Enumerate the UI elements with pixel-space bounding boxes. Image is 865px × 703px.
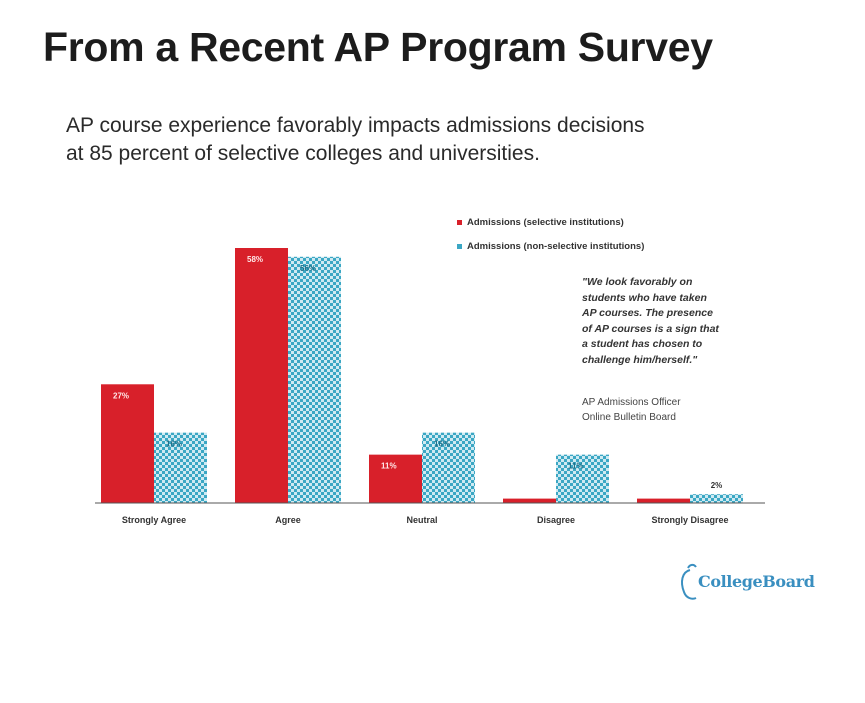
bar-selective xyxy=(101,384,154,503)
bar-non-selective xyxy=(556,454,609,503)
quote-line: of AP courses is a sign that xyxy=(582,322,719,335)
bar-data-label: 11% xyxy=(568,462,584,471)
bar-non-selective xyxy=(690,494,743,503)
quote-line: AP courses. The presence xyxy=(582,307,713,319)
attribution-line: AP Admissions Officer xyxy=(582,397,681,408)
collegeboard-logo: CollegeBoard xyxy=(676,562,826,606)
quote-attribution: AP Admissions Officer Online Bulletin Bo… xyxy=(582,395,681,425)
bar-data-label: 11% xyxy=(381,462,397,471)
bar-non-selective xyxy=(154,432,207,503)
logo-text: CollegeBoard xyxy=(698,572,815,591)
bar-selective xyxy=(637,498,690,503)
bar-data-label: 58% xyxy=(247,255,263,264)
quote-line: a student has chosen to xyxy=(582,338,703,350)
attribution-line: Online Bulletin Board xyxy=(582,412,676,423)
x-tick-label: Strongly Agree xyxy=(122,515,186,525)
bar-non-selective xyxy=(422,432,475,503)
legend-label: Admissions (selective institutions) xyxy=(467,216,624,228)
x-tick-label: Strongly Disagree xyxy=(651,515,728,525)
subtitle-line: at 85 percent of selective colleges and … xyxy=(66,142,540,165)
bar-selective xyxy=(369,454,422,503)
legend-item-selective: Admissions (selective institutions) xyxy=(457,210,644,234)
slide-subtitle: AP course experience favorably impacts a… xyxy=(66,112,766,168)
chart-legend: Admissions (selective institutions) Admi… xyxy=(457,210,644,258)
bar-non-selective xyxy=(288,256,341,503)
bar-data-label: 27% xyxy=(113,391,129,400)
quote-text: "We look favorably on students who have … xyxy=(582,275,787,368)
quote-line: "We look favorably on xyxy=(582,276,693,288)
legend-item-non-selective: Admissions (non-selective institutions) xyxy=(457,234,644,258)
legend-label: Admissions (non-selective institutions) xyxy=(467,240,645,252)
bar-selective xyxy=(503,498,556,503)
subtitle-line: AP course experience favorably impacts a… xyxy=(66,114,645,137)
bar-data-label: 16% xyxy=(434,440,450,449)
x-tick-label: Disagree xyxy=(537,515,575,525)
legend-swatch-teal xyxy=(457,243,462,249)
x-tick-label: Agree xyxy=(275,515,301,525)
bar-selective xyxy=(235,248,288,503)
slide-title: From a Recent AP Program Survey xyxy=(43,24,713,70)
x-tick-label: Neutral xyxy=(406,515,437,525)
acorn-icon xyxy=(681,563,697,600)
quote-line: challenge him/herself." xyxy=(582,353,698,366)
legend-swatch-red xyxy=(457,219,462,225)
bar-data-label: 2% xyxy=(711,481,723,490)
bar-data-label: 16% xyxy=(166,440,182,449)
quote-line: students who have taken xyxy=(582,291,707,304)
bar-data-label: 56% xyxy=(300,264,316,273)
